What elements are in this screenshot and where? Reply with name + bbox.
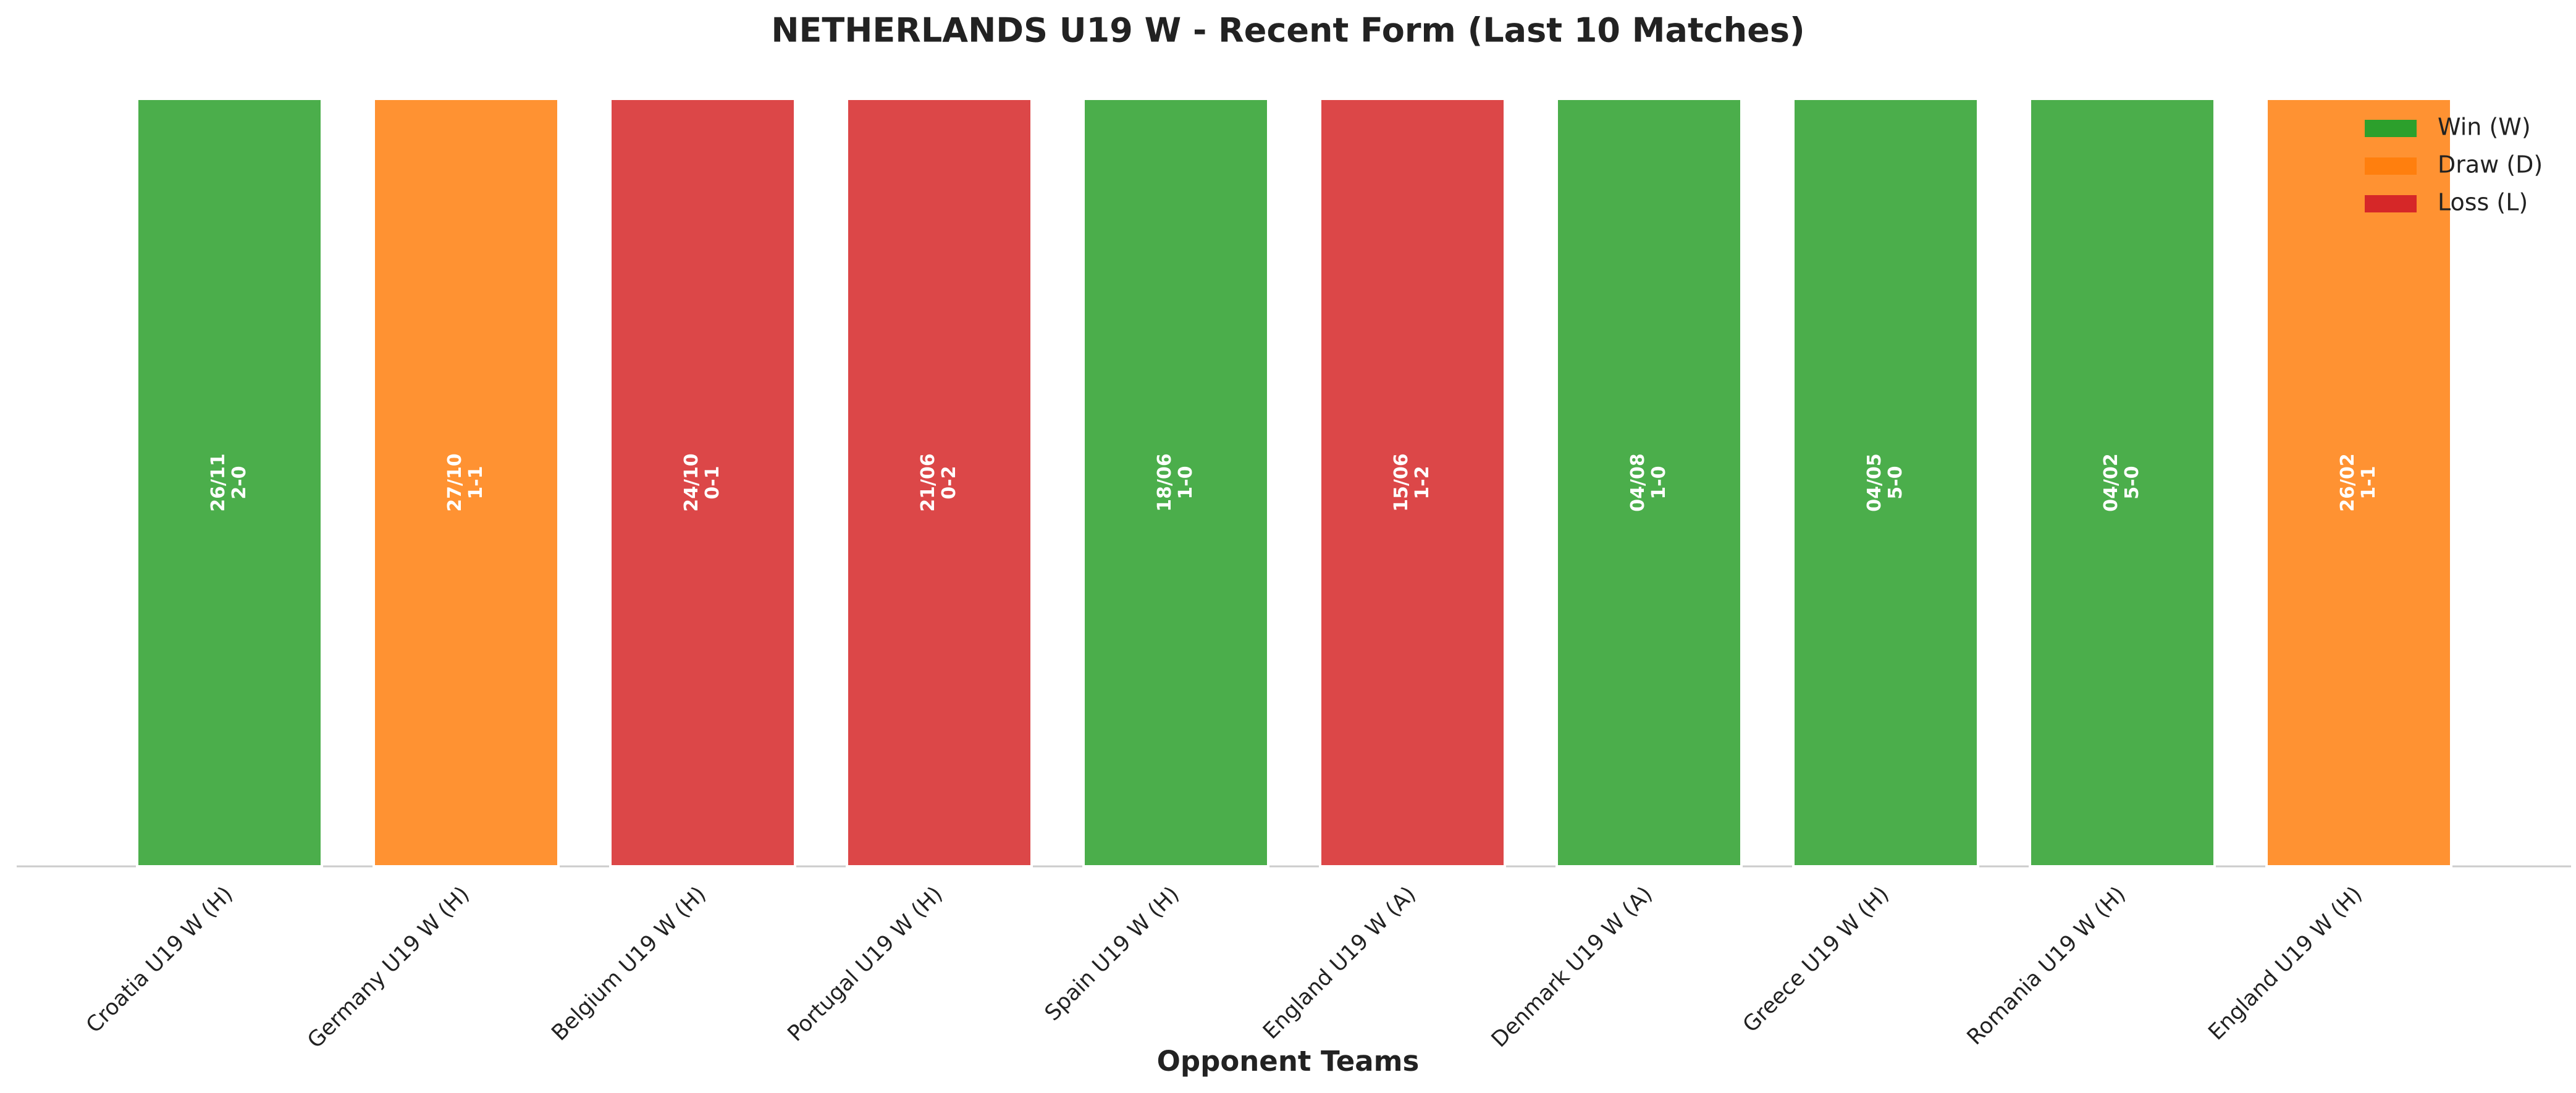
bar-date-label: 04/02 [2100,453,2122,511]
bar-score-label: 0-2 [938,466,960,499]
bar-score-label: 1-2 [1412,466,1433,499]
legend-swatch [2365,120,2417,137]
bar-date-label: 04/05 [1864,453,1885,511]
bar [373,98,560,868]
bar-score-label: 5-0 [1885,466,1906,499]
bar-score-label: 5-0 [2121,466,2143,499]
bar [846,98,1033,868]
bar-date-label: 15/06 [1391,453,1412,511]
legend-swatch [2365,195,2417,212]
bar-score-label: 1-0 [1648,466,1670,499]
bar-score-label: 2-0 [229,466,250,499]
bar [1082,98,1269,868]
bar-date-label: 24/10 [681,453,702,511]
legend-label: Win (W) [2438,114,2531,141]
legend-label: Draw (D) [2438,151,2543,178]
bar [1319,98,1506,868]
legend-swatch [2365,157,2417,175]
bar [136,98,323,868]
bar-date-label: 21/06 [917,453,939,511]
chart-title: NETHERLANDS U19 W - Recent Form (Last 10… [771,11,1804,50]
bar-date-label: 18/06 [1154,453,1176,511]
bar [1555,98,1743,868]
bar-date-label: 26/11 [208,453,229,511]
bar [1792,98,1979,868]
bar-score-label: 1-0 [1175,466,1197,499]
bar-score-label: 1-1 [2358,466,2380,499]
bar [2029,98,2216,868]
bar-score-label: 0-1 [702,466,723,499]
bar-score-label: 1-1 [465,466,487,499]
bar-date-label: 27/10 [444,453,466,511]
x-axis-label: Opponent Teams [1157,1045,1420,1078]
bar-date-label: 04/08 [1627,453,1649,511]
bar-date-label: 26/02 [2337,453,2359,511]
bar [2265,98,2452,868]
bar [609,98,796,868]
legend-label: Loss (L) [2438,189,2528,216]
